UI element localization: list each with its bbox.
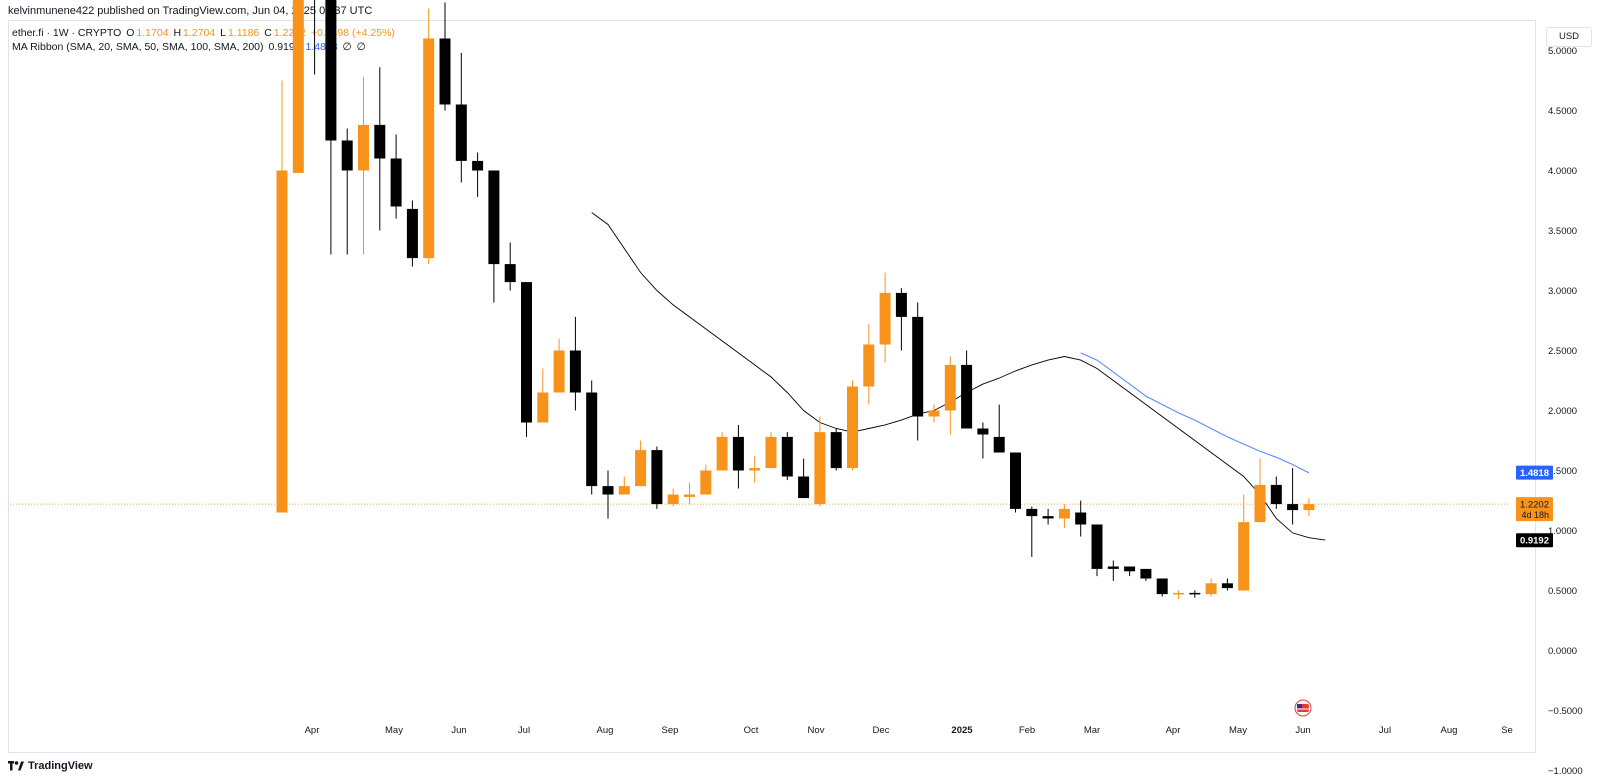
publisher-line: kelvinmunene422 published on TradingView… (8, 5, 373, 17)
high-label: H (173, 27, 182, 39)
y-axis: 10.00009.50009.00008.50008.00007.50007.0… (1548, 46, 1583, 777)
symbol-legend: ether.fi · 1W · CRYPTO O 1.1704 H 1.2704 L… (12, 27, 397, 39)
ma4-value: ∅ (356, 41, 366, 53)
y-tick-label: 0.5000 (1548, 586, 1577, 597)
low-label: L (220, 27, 226, 39)
y-tick-label: 4.5000 (1548, 106, 1577, 117)
symbol-title[interactable]: ether.fi · 1W · CRYPTO (12, 27, 122, 39)
currency-button[interactable]: USD (1546, 27, 1592, 47)
tradingview-brand: TradingView (28, 760, 93, 772)
chart-frame (8, 20, 1536, 753)
ma3-value: ∅ (342, 41, 352, 53)
close-label: C (264, 27, 272, 39)
high-value: 1.2704 (183, 27, 216, 39)
y-tick-label: 1.0000 (1548, 526, 1577, 537)
open-value: 1.1704 (136, 27, 169, 39)
y-tick-label: 1.5000 (1548, 466, 1577, 477)
y-tick-label: 2.5000 (1548, 346, 1577, 357)
y-tick-label: −1.0000 (1548, 766, 1583, 777)
y-tick-label: 5.0000 (1548, 46, 1577, 57)
low-value: 1.1186 (227, 27, 260, 39)
open-label: O (126, 27, 135, 39)
y-tick-label: 2.0000 (1548, 406, 1577, 417)
ma1-value: 0.9192 (268, 41, 301, 53)
indicator-title: MA Ribbon (SMA, 20, SMA, 50, SMA, 100, S… (12, 41, 264, 53)
y-tick-label: −0.5000 (1548, 706, 1583, 717)
tradingview-logo-icon (8, 761, 24, 771)
y-tick-label: 0.0000 (1548, 646, 1577, 657)
change-value: +0.0498 (+4.25%) (310, 27, 395, 39)
y-tick-label: 3.0000 (1548, 286, 1577, 297)
ma2-value: 1.4818 (305, 41, 338, 53)
y-tick-label: 3.5000 (1548, 226, 1577, 237)
close-value: 1.2202 (273, 27, 306, 39)
y-tick-label: 4.0000 (1548, 166, 1577, 177)
tradingview-footer[interactable]: TradingView (8, 760, 93, 772)
indicator-legend[interactable]: MA Ribbon (SMA, 20, SMA, 50, SMA, 100, S… (12, 41, 368, 53)
